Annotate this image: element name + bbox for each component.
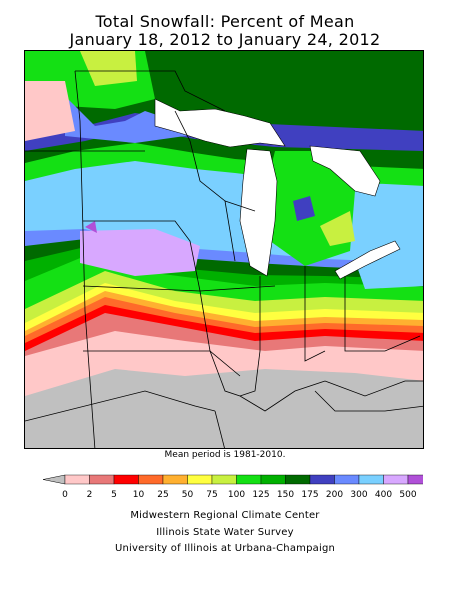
- canada-border: [75, 70, 226, 112]
- legend-tick-label: 75: [206, 490, 217, 500]
- legend-tick-label: 500: [399, 490, 416, 500]
- legend-tick-label: 175: [301, 490, 318, 500]
- band-300-400: [80, 229, 200, 276]
- color-legend: 0 2 5 10 25 50 75 100 125 150 175 200 300 400 500: [43, 474, 423, 500]
- legend-swatches: [43, 474, 423, 485]
- lake-erie: [334, 240, 401, 280]
- legend-swatch: [64, 474, 90, 485]
- lake-huron: [309, 145, 381, 197]
- legend-tick-label: 0: [62, 490, 68, 500]
- legend-tick-label: 400: [375, 490, 392, 500]
- credit-isws: Illinois State Water Survey: [156, 527, 294, 538]
- credit-mrcc: Midwestern Regional Climate Center: [130, 510, 320, 521]
- lake-superior: [154, 98, 286, 148]
- mean-period-note: Mean period is 1981-2010.: [164, 450, 286, 460]
- legend-swatch: [334, 474, 360, 485]
- legend-swatch: [236, 474, 262, 485]
- legend-tick-label: 50: [182, 490, 194, 500]
- north-yellow-green-patch: [80, 51, 137, 86]
- legend-swatch: [187, 474, 213, 485]
- legend-labels: 0 2 5 10 25 50 75 100 125 150 175 200 300 400 500: [62, 490, 417, 500]
- legend-tick-label: 150: [277, 490, 294, 500]
- snowfall-map-canvas: [25, 51, 423, 448]
- legend-tick-label: 100: [228, 490, 245, 500]
- legend-tick-label: 25: [157, 490, 168, 500]
- legend-swatch: [89, 474, 115, 485]
- legend-swatch: [211, 474, 237, 485]
- legend-swatch: [309, 474, 335, 485]
- legend-swatch: [358, 474, 384, 485]
- legend-swatch: [285, 474, 311, 485]
- legend-tick-label: 2: [87, 490, 93, 500]
- legend-swatch: [383, 474, 409, 485]
- michigan-blue-patch: [293, 196, 315, 221]
- legend-swatch: [260, 474, 286, 485]
- legend-swatch: [407, 474, 423, 485]
- lake-michigan: [239, 148, 278, 277]
- northwest-pink-patch: [25, 81, 75, 141]
- michigan-yellow-patch: [320, 211, 355, 246]
- legend-swatch: [138, 474, 164, 485]
- legend-tick-label: 300: [350, 490, 367, 500]
- snowfall-map: [24, 50, 424, 449]
- legend-swatch: [162, 474, 188, 485]
- map-date-range: January 18, 2012 to January 24, 2012: [69, 30, 381, 49]
- legend-tick-label: 125: [252, 490, 269, 500]
- northwest-green-patch: [25, 51, 65, 81]
- legend-arrow-below-0: [43, 474, 66, 485]
- band-400-500: [85, 221, 97, 233]
- credit-uiuc: University of Illinois at Urbana-Champai…: [114, 543, 336, 554]
- map-title: Total Snowfall: Percent of Mean: [95, 12, 355, 31]
- legend-tick-label: 5: [111, 490, 117, 500]
- legend-tick-label: 10: [133, 490, 145, 500]
- state-boundaries: [25, 70, 423, 448]
- legend-swatch: [113, 474, 139, 485]
- legend-tick-label: 200: [326, 490, 343, 500]
